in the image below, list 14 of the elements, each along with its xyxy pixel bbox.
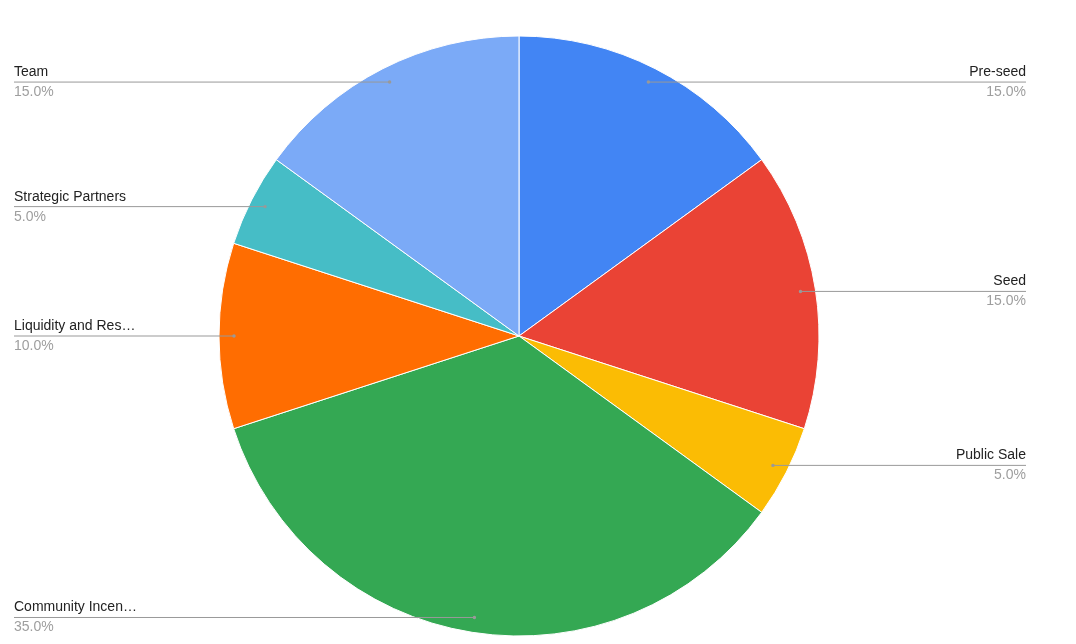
slice-label: Seed	[993, 272, 1026, 289]
slice-label: Public Sale	[955, 446, 1027, 463]
data-label: 5.0%	[14, 207, 46, 224]
data-label: 15.0%	[986, 83, 1026, 100]
data-label: 15.0%	[986, 292, 1026, 309]
data-label: 10.0%	[14, 337, 54, 353]
slice-label: Liquidity and Res…	[14, 317, 136, 333]
data-label: 5.0%	[994, 466, 1026, 483]
slice-label: Community Incen…	[14, 598, 137, 615]
slice-label: Team	[14, 63, 49, 80]
slice-label: Strategic Partners	[14, 187, 127, 204]
slice-label: Pre-seed	[969, 63, 1026, 80]
data-label: 15.0%	[14, 83, 54, 100]
data-label: 35.0%	[14, 618, 54, 635]
